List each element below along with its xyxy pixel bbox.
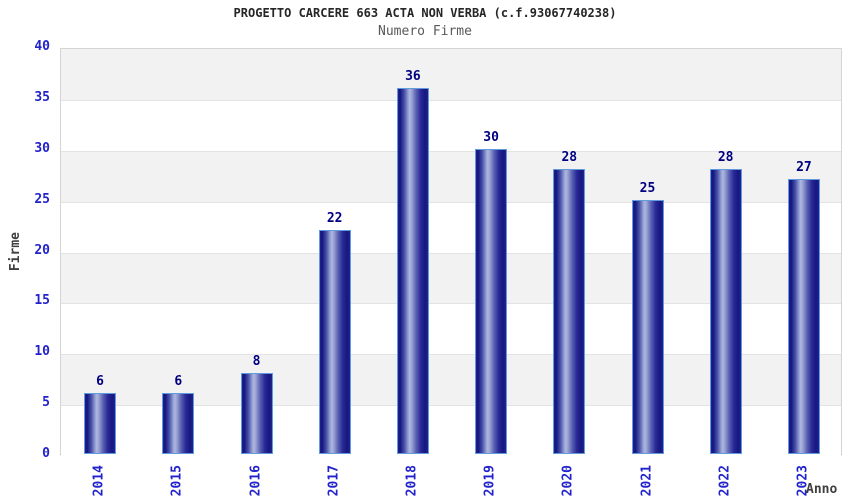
y-tick-label: 10 xyxy=(34,344,50,360)
bar-2016 xyxy=(240,372,273,454)
x-tick-label: 2019 xyxy=(482,465,498,497)
bar-2023 xyxy=(787,179,820,454)
bar-value-label: 8 xyxy=(252,353,261,369)
plot-area: 6 6 8 22 36 30 28 25 28 27 xyxy=(60,48,842,456)
x-tick-label: 2023 xyxy=(795,465,811,497)
bar-2019 xyxy=(475,148,508,454)
bar-2018 xyxy=(396,87,429,454)
x-axis-title: Anno xyxy=(806,482,838,497)
bar-value-label: 6 xyxy=(96,373,105,389)
x-tick-label: 2015 xyxy=(169,465,185,497)
x-tick-label: 2014 xyxy=(91,465,107,497)
y-tick-label: 40 xyxy=(34,39,50,54)
x-tick-label: 2018 xyxy=(404,465,420,497)
bar-value-label: 28 xyxy=(561,150,578,166)
y-tick-label: 15 xyxy=(34,293,50,309)
bar-value-label: 25 xyxy=(639,180,656,196)
bar-2022 xyxy=(709,169,742,454)
y-tick-label: 5 xyxy=(42,395,50,411)
bar-2021 xyxy=(631,199,664,454)
chart-title: PROGETTO CARCERE 663 ACTA NON VERBA (c.f… xyxy=(233,6,617,20)
bar-2014 xyxy=(84,392,117,454)
x-tick-label: 2022 xyxy=(717,465,733,497)
grid-band xyxy=(61,99,841,151)
bar-value-label: 6 xyxy=(174,373,183,389)
bar-2017 xyxy=(318,230,351,454)
y-tick-label: 20 xyxy=(34,242,50,258)
bar-2020 xyxy=(553,169,586,454)
bar-value-label: 22 xyxy=(326,211,343,227)
x-tick-label: 2021 xyxy=(639,465,654,497)
bar-value-label: 27 xyxy=(796,160,812,176)
bar-value-label: 30 xyxy=(483,129,499,145)
bar-2015 xyxy=(162,392,195,454)
grid-band xyxy=(61,49,841,100)
x-tick-label: 2017 xyxy=(326,465,342,497)
y-tick-label: 30 xyxy=(34,140,50,156)
x-tick-label: 2016 xyxy=(248,465,263,497)
bar-value-label: 28 xyxy=(717,150,734,166)
y-tick-label: 25 xyxy=(34,191,50,207)
y-tick-label: 0 xyxy=(42,446,50,461)
y-tick-label: 35 xyxy=(34,89,50,105)
chart-subtitle: Numero Firme xyxy=(378,24,472,39)
x-tick-label: 2020 xyxy=(560,465,576,497)
bar-value-label: 36 xyxy=(405,68,421,84)
